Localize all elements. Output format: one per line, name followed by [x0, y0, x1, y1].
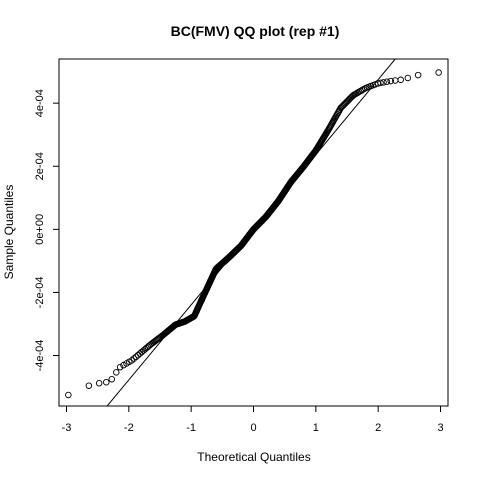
qq-point — [346, 96, 353, 103]
qq-point — [116, 363, 124, 371]
x-tick-label: 0 — [250, 422, 256, 434]
x-tick-label: 2 — [375, 422, 381, 434]
qq-point — [108, 375, 116, 383]
chart-title: BC(FMV) QQ plot (rep #1) — [171, 23, 340, 39]
reference-line — [106, 59, 396, 406]
qq-point — [103, 378, 110, 386]
y-tick-label: 2e-04 — [34, 152, 46, 180]
qq-point — [404, 74, 412, 82]
qq-point — [383, 78, 391, 85]
qq-point — [358, 86, 366, 94]
x-axis: -3 -2 -1 0 1 2 3 — [62, 405, 444, 434]
qq-point — [85, 382, 93, 389]
qq-point — [132, 353, 140, 361]
qq-point — [95, 379, 103, 387]
y-axis: -4e-04 -2e-04 0e+00 2e-04 4e-04 — [34, 89, 60, 372]
qq-point — [387, 77, 394, 85]
x-tick-label: -3 — [62, 422, 72, 434]
points-layer — [65, 69, 442, 399]
qq-point — [435, 69, 442, 76]
qq-point — [65, 391, 72, 399]
qq-point — [130, 355, 138, 362]
qq-point — [377, 79, 384, 87]
y-tick-label: 0e+00 — [34, 214, 46, 245]
qq-point — [380, 79, 387, 86]
x-tick-label: -1 — [186, 422, 196, 434]
y-axis-label: Sample Quantiles — [2, 185, 16, 280]
qq-point — [360, 85, 367, 93]
x-axis-label: Theoretical Quantiles — [197, 450, 310, 464]
qq-point — [113, 369, 120, 376]
qq-point — [397, 76, 404, 84]
qq-point — [357, 87, 364, 95]
x-tick-label: -2 — [124, 422, 134, 434]
y-tick-label: -2e-04 — [34, 277, 46, 309]
x-tick-label: 3 — [437, 422, 443, 434]
qq-point — [344, 97, 352, 104]
x-tick-label: 1 — [313, 422, 319, 434]
qq-point — [414, 71, 422, 79]
y-tick-label: 4e-04 — [34, 89, 46, 117]
y-tick-label: -4e-04 — [34, 340, 46, 372]
